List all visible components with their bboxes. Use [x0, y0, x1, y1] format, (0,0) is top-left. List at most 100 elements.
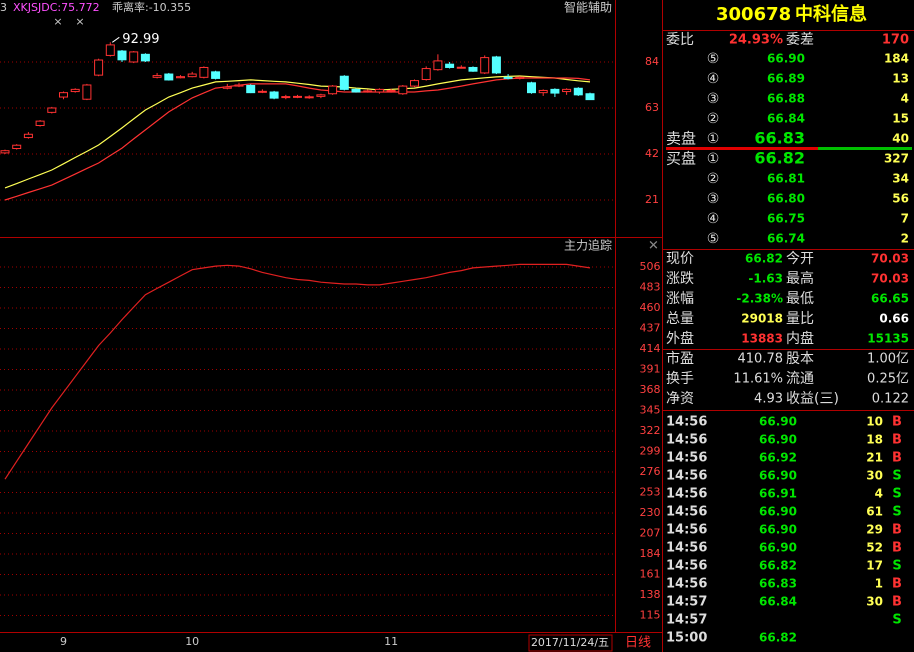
candle-body — [374, 88, 384, 93]
book-level: ② — [707, 171, 720, 187]
y-tick-label: 414 — [640, 342, 661, 355]
tick-time: 15:00 — [666, 631, 707, 646]
tick-time: 14:56 — [666, 451, 707, 466]
tick-price: 66.84 — [759, 595, 797, 609]
book-level: ⑤ — [707, 231, 720, 247]
y-tick-label: 322 — [640, 424, 661, 437]
tick-time: 14:56 — [666, 433, 707, 448]
book-level: ③ — [707, 91, 720, 107]
candle-body — [445, 63, 455, 68]
x-tick-label: 11 — [384, 635, 398, 648]
buy-bar — [818, 147, 912, 150]
book-volume: 56 — [892, 192, 909, 206]
candle-body — [94, 59, 104, 76]
tick-side: B — [892, 433, 902, 448]
tick-price: 66.90 — [759, 505, 797, 519]
field-label: 委差 — [786, 32, 814, 48]
book-volume: 4 — [901, 92, 909, 106]
tick-side: B — [892, 577, 902, 592]
y-tick-label: 345 — [640, 404, 661, 417]
candle-body — [234, 84, 244, 87]
panel-title: 智能辅助 — [564, 0, 612, 15]
candle-body — [491, 56, 501, 74]
field-label: 最高 — [786, 270, 814, 287]
candle-body — [538, 89, 548, 94]
candle-body — [480, 57, 490, 74]
annotation-arrow — [112, 36, 120, 43]
candle-body — [105, 44, 115, 56]
candle-body — [281, 96, 291, 99]
y-tick-label: 276 — [640, 465, 661, 478]
book-volume: 15 — [892, 112, 909, 126]
field-label: 委比 — [666, 32, 694, 48]
tick-time: 14:56 — [666, 505, 707, 520]
tick-volume: 21 — [866, 451, 883, 465]
candle-body — [550, 88, 560, 94]
field-label: 涨跌 — [666, 271, 694, 287]
candle-body — [117, 50, 127, 61]
x-tick-label: 9 — [60, 635, 67, 648]
book-price: 66.75 — [767, 212, 805, 226]
legend-text: × — [53, 15, 62, 28]
close-icon[interactable]: ✕ — [648, 239, 659, 254]
book-label: 买盘 — [666, 150, 696, 168]
candle-body — [527, 82, 536, 94]
field-label: 总量 — [666, 311, 694, 327]
candle-body — [0, 150, 10, 154]
y-tick-label: 161 — [640, 568, 661, 581]
tick-side: B — [892, 451, 902, 466]
annotation: 92.99 — [122, 32, 159, 47]
book-volume: 40 — [892, 132, 909, 146]
y-tick-label: 437 — [640, 322, 661, 335]
tick-volume: 61 — [866, 505, 883, 519]
candle-body — [585, 93, 595, 101]
book-price: 66.89 — [767, 72, 805, 86]
legend-text: 3 — [0, 1, 7, 14]
field-value: 170 — [882, 33, 909, 48]
field-value: -2.38% — [736, 292, 783, 306]
y-tick-label: 138 — [640, 588, 661, 601]
field-value: 410.78 — [738, 352, 784, 367]
field-value: 4.93 — [754, 392, 783, 407]
y-tick-label: 115 — [640, 609, 661, 622]
date-box — [528, 634, 613, 652]
tick-volume: 10 — [866, 415, 883, 429]
tick-side: S — [892, 613, 901, 628]
field-label: 量比 — [786, 311, 814, 327]
field-label: 股本 — [786, 351, 814, 367]
tick-price: 66.82 — [759, 631, 797, 645]
tick-price: 66.82 — [759, 559, 797, 573]
tick-price: 66.90 — [759, 523, 797, 537]
tick-price: 66.90 — [759, 433, 797, 447]
field-value: -1.63 — [748, 272, 783, 286]
book-level: ④ — [707, 71, 720, 87]
period-label: 日线 — [625, 636, 651, 651]
stock-header: 中科信息 — [795, 3, 867, 25]
tick-side: B — [892, 415, 902, 430]
indicator-line — [4, 263, 591, 480]
book-price: 66.81 — [767, 172, 805, 186]
tick-side: S — [892, 469, 901, 484]
candle-body — [140, 53, 150, 62]
candle-body — [398, 85, 408, 95]
book-volume: 2 — [901, 232, 909, 246]
field-label: 内盘 — [786, 330, 814, 347]
book-price: 66.82 — [754, 149, 805, 168]
field-value: 0.25亿 — [867, 372, 909, 387]
tick-volume: 18 — [866, 433, 883, 447]
tick-price: 66.90 — [759, 415, 797, 429]
field-value: 15135 — [867, 332, 909, 346]
book-price: 66.90 — [767, 52, 805, 66]
field-label: 现价 — [666, 251, 694, 267]
field-label: 流通 — [786, 371, 814, 387]
candle-body — [129, 51, 139, 63]
field-label: 市盈 — [666, 350, 694, 367]
candle-body — [515, 76, 525, 79]
candle-body — [433, 60, 443, 71]
tick-time: 14:56 — [666, 415, 707, 430]
book-volume: 13 — [892, 72, 909, 86]
book-level: ① — [707, 151, 720, 167]
candle-body — [316, 94, 326, 97]
y-tick-label: 460 — [640, 301, 661, 314]
